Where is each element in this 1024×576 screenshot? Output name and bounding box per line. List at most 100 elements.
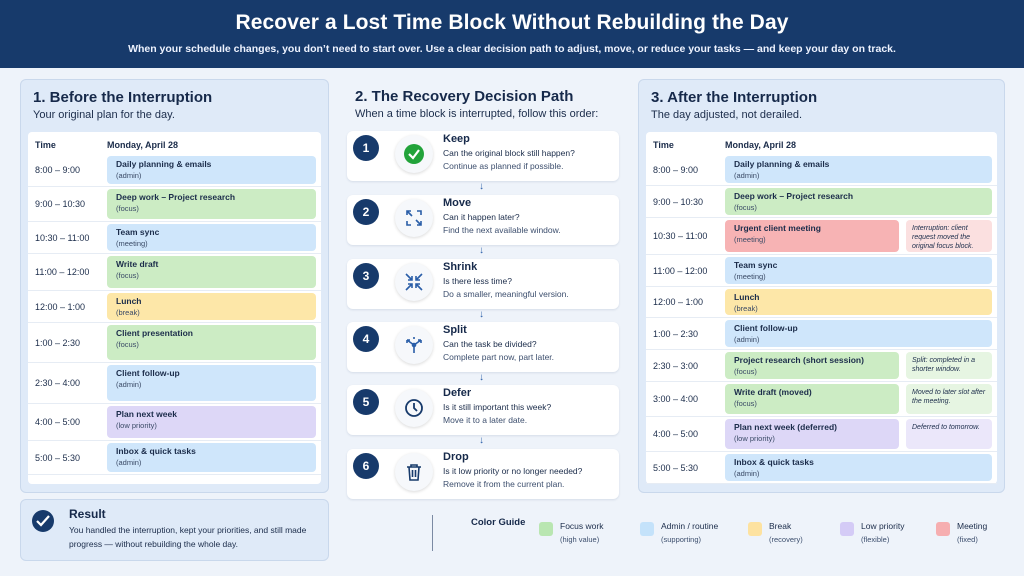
task-tag: (focus)	[734, 399, 757, 408]
table-row: 1:00 – 2:30 Client follow-up (admin)	[646, 318, 997, 350]
task-title: Daily planning & emails	[116, 159, 212, 169]
page-header: Recover a Lost Time Block Without Rebuil…	[0, 0, 1024, 68]
time-slot: 11:00 – 12:00	[653, 265, 708, 276]
task-block: Daily planning & emails (admin)	[107, 156, 316, 184]
step-question: Can the original block still happen?	[443, 148, 575, 158]
change-note: Moved to later slot after the meeting.	[906, 384, 992, 414]
legend-sublabel: (fixed)	[957, 535, 978, 544]
time-slot: 2:30 – 3:00	[653, 360, 699, 371]
task-title: Urgent client meeting	[734, 223, 821, 233]
time-slot: 4:00 – 5:00	[653, 429, 699, 439]
task-tag: (focus)	[116, 340, 139, 349]
task-title: Lunch	[116, 296, 142, 306]
task-block: Inbox & quick tasks (admin)	[107, 443, 316, 472]
before-subtitle: Your original plan for the day.	[33, 109, 175, 121]
task-title: Lunch	[734, 292, 760, 302]
task-title: Plan next week	[116, 409, 177, 419]
task-tag: (break)	[734, 304, 758, 313]
decision-path-panel: 2. The Recovery Decision Path When a tim…	[339, 79, 629, 503]
time-slot: 10:30 – 11:00	[653, 231, 708, 241]
page-subtitle: When your schedule changes, you don’t ne…	[128, 43, 896, 55]
table-row: 9:00 – 10:30 Deep work – Project research…	[646, 186, 997, 218]
table-row: 4:00 – 5:00 Plan next week (low priority)	[28, 404, 321, 441]
legend-swatch	[936, 522, 950, 536]
path-title: 2. The Recovery Decision Path	[355, 88, 574, 105]
time-column-header: Time	[653, 140, 674, 150]
task-title: Write draft (moved)	[734, 387, 812, 397]
down-arrow-icon: ↓	[479, 245, 484, 256]
task-block: Plan next week (low priority)	[107, 406, 316, 438]
time-slot: 9:00 – 10:30	[653, 196, 704, 207]
split-arrow-icon	[395, 326, 433, 364]
task-title: Client follow-up	[116, 368, 180, 378]
task-title: Team sync	[116, 227, 160, 237]
step-action: Find the next available window.	[443, 225, 561, 235]
task-block: Client presentation (focus)	[107, 325, 316, 360]
time-slot: 5:00 – 5:30	[653, 462, 699, 473]
time-slot: 1:00 – 2:30	[35, 337, 81, 348]
down-arrow-icon: ↓	[479, 181, 484, 192]
time-slot: 8:00 – 9:00	[35, 165, 81, 175]
legend-label: Low priority	[861, 521, 905, 531]
table-row: 12:00 – 1:00 Lunch (break)	[28, 291, 321, 323]
step-action: Move it to a later date.	[443, 415, 528, 425]
task-tag: (break)	[116, 308, 140, 317]
step-number: 2	[353, 199, 379, 225]
table-row: 2:30 – 3:00 Project research (short sessi…	[646, 350, 997, 382]
decision-step-shrink: 3 Shrink Is there less time? Do a smaller, …	[347, 259, 619, 309]
table-row: 12:00 – 1:00 Lunch (break)	[646, 287, 997, 318]
legend-label: Meeting	[957, 521, 988, 531]
task-tag: (admin)	[116, 380, 142, 389]
step-number: 6	[353, 453, 379, 479]
change-note: Deferred to tomorrow.	[906, 419, 992, 449]
legend-swatch	[840, 522, 854, 536]
step-action: Complete part now, part later.	[443, 352, 555, 362]
result-check-icon	[32, 510, 54, 532]
decision-step-defer: 5 Defer Is it still important this week? Mo…	[347, 385, 619, 435]
path-subtitle: When a time block is interrupted, follow…	[355, 108, 599, 120]
table-row: 2:30 – 4:00 Client follow-up (admin)	[28, 363, 321, 404]
legend-label: Admin / routine	[661, 521, 719, 531]
task-tag: (admin)	[734, 469, 760, 478]
before-panel: 1. Before the Interruption Your original…	[20, 79, 329, 493]
down-arrow-icon: ↓	[479, 435, 484, 446]
time-slot: 4:00 – 5:00	[35, 417, 81, 427]
table-row: 8:00 – 9:00 Daily planning & emails (admin…	[28, 154, 321, 187]
task-tag: (meeting)	[734, 272, 766, 281]
task-tag: (low priority)	[734, 434, 775, 443]
time-slot: 9:00 – 10:30	[35, 199, 86, 209]
down-arrow-icon: ↓	[479, 372, 484, 383]
clock-icon	[395, 389, 433, 427]
after-title: 3. After the Interruption	[651, 89, 818, 106]
task-block: Inbox & quick tasks (admin)	[725, 454, 992, 481]
result-title: Result	[69, 507, 106, 521]
task-block: Client follow-up (admin)	[725, 320, 992, 347]
task-block: Team sync (meeting)	[107, 224, 316, 251]
table-row: 9:00 – 10:30 Deep work – Project research…	[28, 187, 321, 222]
time-slot: 8:00 – 9:00	[653, 164, 699, 175]
time-slot: 11:00 – 12:00	[35, 267, 90, 277]
table-row: 4:00 – 5:00 Plan next week (deferred) (low…	[646, 417, 997, 452]
legend-label: Focus work	[560, 521, 604, 531]
check-circle-icon	[395, 135, 433, 173]
move-arrows-icon	[395, 199, 433, 237]
task-tag: (focus)	[116, 204, 139, 213]
task-title: Client follow-up	[734, 323, 798, 333]
divider	[432, 515, 433, 551]
task-block: Daily planning & emails (admin)	[725, 156, 992, 183]
task-title: Inbox & quick tasks	[116, 446, 196, 456]
step-title: Defer	[443, 387, 472, 399]
result-box: Result You handled the interruption, kep…	[20, 499, 329, 561]
task-tag: (focus)	[734, 203, 757, 212]
after-panel: 3. After the Interruption The day adjust…	[638, 79, 1005, 493]
table-row: 5:00 – 5:30 Inbox & quick tasks (admin)	[28, 441, 321, 475]
task-tag: (focus)	[734, 367, 757, 376]
step-question: Is it still important this week?	[443, 402, 552, 412]
task-tag: (meeting)	[116, 239, 148, 248]
step-title: Drop	[443, 451, 469, 463]
time-slot: 12:00 – 1:00	[653, 297, 704, 307]
trash-icon	[395, 453, 433, 491]
legend-sublabel: (supporting)	[661, 535, 702, 544]
table-row: 8:00 – 9:00 Daily planning & emails (admin…	[646, 154, 997, 186]
color-guide-title: Color Guide	[471, 517, 526, 528]
